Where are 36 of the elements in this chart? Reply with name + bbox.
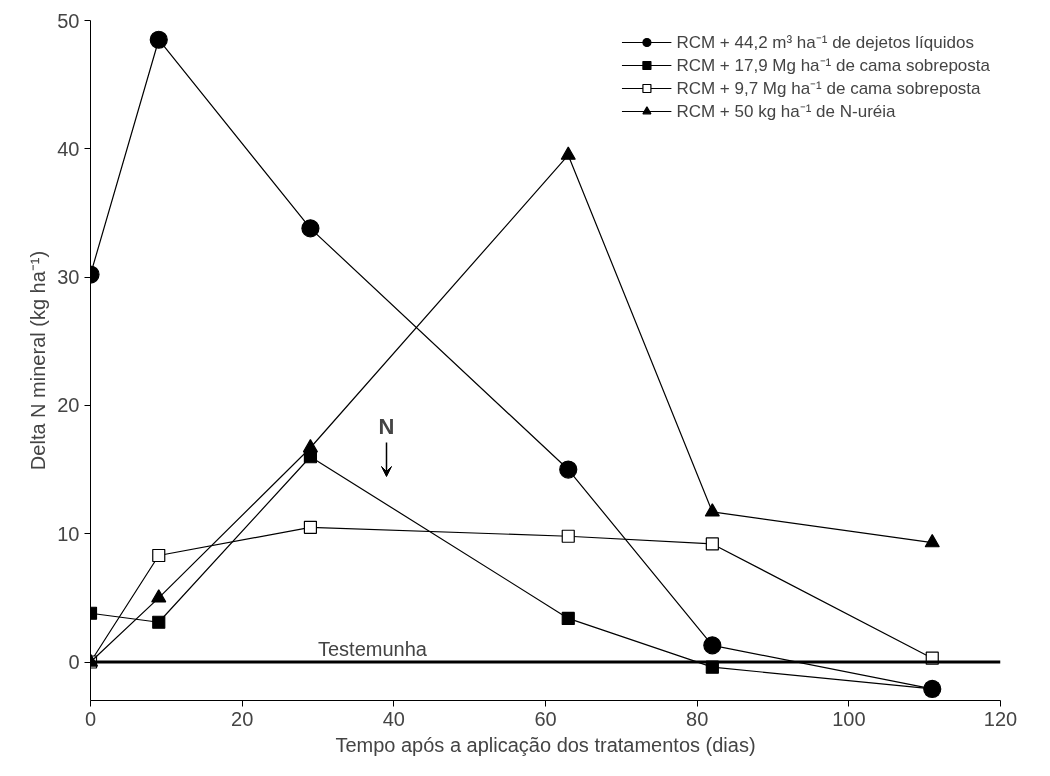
point [149,30,168,49]
x-axis-title: Tempo após a aplicação dos tratamentos (dias) [335,733,756,756]
point [559,460,578,479]
x-tick-label: 120 [983,707,1018,730]
point [303,520,318,534]
x-tick-label: 40 [382,707,405,730]
annotation: N [378,413,395,439]
point [152,548,166,563]
y-axis-title: Delta N mineral (kg ha⁻¹) [27,250,50,471]
point [302,439,319,453]
point [561,611,575,625]
point [924,534,940,548]
legend-label: RCM + 44,2 m³ ha⁻¹ de dejetos líquidos [676,32,974,53]
legend-label: RCM + 17,9 Mg ha⁻¹ de cama sobreposta [676,55,990,76]
x-tick-label: 20 [231,707,254,730]
ref-line-label: Testemunha [318,638,428,661]
y-tick-label: 50 [57,9,80,32]
x-tick-label: 0 [84,707,97,730]
y-tick-label: 40 [57,137,80,160]
point [151,589,167,603]
point [705,537,719,551]
x-tick-label: 80 [686,707,709,730]
y-tick-label: 30 [57,266,80,289]
y-tick-label: 0 [68,651,80,674]
point [560,146,576,160]
point [704,503,720,517]
x-tick-label: 60 [534,707,557,730]
point [301,219,320,238]
x-tick-label: 100 [832,707,866,730]
legend-label: RCM + 9,7 Mg ha⁻¹ de cama sobreposta [676,78,981,99]
y-tick-label: 20 [57,394,80,417]
legend-label: RCM + 50 kg ha⁻¹ de N-uréia [676,101,896,122]
y-tick-label: 10 [57,522,80,545]
point [152,615,166,629]
point [703,636,722,655]
point [561,529,575,543]
